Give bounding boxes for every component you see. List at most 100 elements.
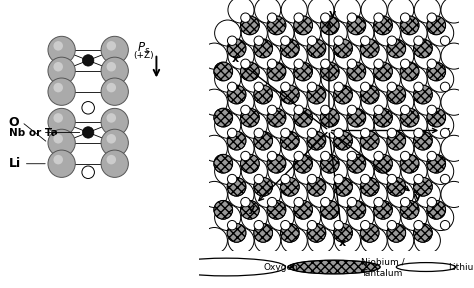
Circle shape xyxy=(255,89,281,115)
Circle shape xyxy=(254,128,264,138)
Circle shape xyxy=(334,85,353,104)
Circle shape xyxy=(334,128,343,138)
Circle shape xyxy=(413,39,432,58)
Circle shape xyxy=(307,39,326,58)
Circle shape xyxy=(361,0,387,23)
Circle shape xyxy=(335,89,361,115)
Circle shape xyxy=(335,0,361,23)
Circle shape xyxy=(335,135,361,161)
Circle shape xyxy=(268,112,294,138)
Text: Li: Li xyxy=(9,157,21,170)
Circle shape xyxy=(241,66,267,92)
Circle shape xyxy=(360,85,379,104)
Circle shape xyxy=(228,43,254,69)
Text: y: y xyxy=(329,9,337,19)
Circle shape xyxy=(374,200,392,219)
Circle shape xyxy=(400,200,419,219)
Circle shape xyxy=(101,78,128,105)
Circle shape xyxy=(227,177,246,196)
Circle shape xyxy=(374,62,392,81)
Circle shape xyxy=(201,43,228,69)
Circle shape xyxy=(48,36,75,64)
Circle shape xyxy=(307,174,317,184)
Circle shape xyxy=(387,82,397,92)
Circle shape xyxy=(334,36,343,46)
Text: x: x xyxy=(443,126,450,135)
Circle shape xyxy=(101,57,128,84)
Circle shape xyxy=(281,223,299,242)
Circle shape xyxy=(427,13,437,22)
Circle shape xyxy=(241,105,250,115)
Circle shape xyxy=(321,112,347,138)
Circle shape xyxy=(241,158,267,184)
Circle shape xyxy=(228,36,237,46)
Circle shape xyxy=(241,151,250,161)
Circle shape xyxy=(294,20,320,46)
Circle shape xyxy=(267,16,286,35)
Circle shape xyxy=(361,89,387,115)
Circle shape xyxy=(101,150,128,177)
Circle shape xyxy=(388,135,414,161)
Circle shape xyxy=(441,181,467,207)
Circle shape xyxy=(294,16,312,35)
Circle shape xyxy=(267,62,286,81)
Circle shape xyxy=(281,228,307,254)
Circle shape xyxy=(413,223,432,242)
Circle shape xyxy=(294,62,312,81)
Circle shape xyxy=(254,131,273,150)
Circle shape xyxy=(241,112,267,138)
Circle shape xyxy=(401,13,410,22)
Circle shape xyxy=(281,174,290,184)
Circle shape xyxy=(240,154,259,173)
Circle shape xyxy=(414,135,440,161)
Circle shape xyxy=(361,36,370,46)
Circle shape xyxy=(307,82,317,92)
Circle shape xyxy=(254,174,264,184)
Circle shape xyxy=(334,223,353,242)
Circle shape xyxy=(414,0,440,23)
Circle shape xyxy=(215,66,241,92)
Circle shape xyxy=(240,108,259,127)
Circle shape xyxy=(388,0,414,23)
Circle shape xyxy=(427,108,446,127)
Circle shape xyxy=(347,151,356,161)
Circle shape xyxy=(440,36,450,46)
Circle shape xyxy=(48,108,75,136)
Circle shape xyxy=(361,128,370,138)
Circle shape xyxy=(307,128,317,138)
Circle shape xyxy=(387,85,406,104)
Circle shape xyxy=(334,131,353,150)
Circle shape xyxy=(374,16,392,35)
Circle shape xyxy=(241,20,267,46)
Circle shape xyxy=(401,204,427,231)
Circle shape xyxy=(107,113,116,123)
Circle shape xyxy=(400,62,419,81)
Circle shape xyxy=(374,204,401,231)
Circle shape xyxy=(241,197,250,207)
Circle shape xyxy=(307,85,326,104)
Circle shape xyxy=(241,13,250,22)
Circle shape xyxy=(401,151,410,161)
Circle shape xyxy=(254,82,264,92)
Text: $P_s$: $P_s$ xyxy=(137,41,150,56)
Circle shape xyxy=(215,204,241,231)
Circle shape xyxy=(267,151,277,161)
Circle shape xyxy=(255,181,281,207)
Text: O: O xyxy=(9,115,19,128)
Circle shape xyxy=(361,181,387,207)
Circle shape xyxy=(268,158,294,184)
Circle shape xyxy=(361,82,370,92)
Text: x: x xyxy=(338,238,346,248)
Circle shape xyxy=(267,13,277,22)
Circle shape xyxy=(440,174,450,184)
Circle shape xyxy=(441,43,467,69)
Circle shape xyxy=(414,181,440,207)
Circle shape xyxy=(414,221,423,230)
Text: Niobium /: Niobium / xyxy=(361,257,405,266)
Circle shape xyxy=(320,59,330,69)
Circle shape xyxy=(413,131,432,150)
Circle shape xyxy=(374,151,383,161)
Circle shape xyxy=(82,166,94,179)
Circle shape xyxy=(427,16,446,35)
Circle shape xyxy=(334,177,353,196)
